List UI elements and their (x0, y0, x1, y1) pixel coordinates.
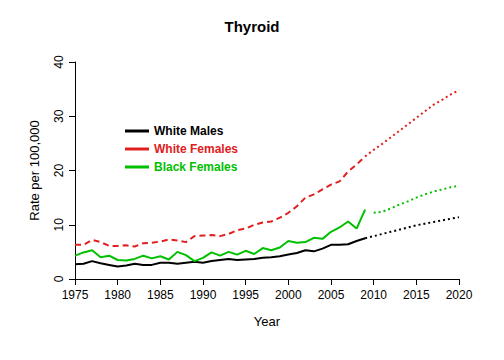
svg-text:2015: 2015 (403, 288, 430, 302)
svg-text:Year: Year (254, 314, 281, 329)
svg-text:0: 0 (52, 275, 66, 282)
svg-text:Thyroid: Thyroid (225, 18, 280, 35)
svg-text:Rate per 100,000: Rate per 100,000 (27, 120, 42, 220)
svg-text:40: 40 (52, 55, 66, 69)
svg-text:2010: 2010 (360, 288, 387, 302)
svg-text:Black Females: Black Females (154, 160, 238, 174)
svg-text:30: 30 (52, 109, 66, 123)
svg-text:2020: 2020 (446, 288, 473, 302)
svg-text:1980: 1980 (104, 288, 131, 302)
svg-text:10: 10 (52, 218, 66, 232)
svg-text:1985: 1985 (147, 288, 174, 302)
svg-text:2000: 2000 (275, 288, 302, 302)
svg-text:1975: 1975 (62, 288, 89, 302)
svg-text:White Males: White Males (154, 124, 224, 138)
svg-text:20: 20 (52, 164, 66, 178)
svg-text:2005: 2005 (318, 288, 345, 302)
svg-text:1995: 1995 (232, 288, 259, 302)
svg-text:1990: 1990 (190, 288, 217, 302)
svg-text:White Females: White Females (154, 142, 238, 156)
